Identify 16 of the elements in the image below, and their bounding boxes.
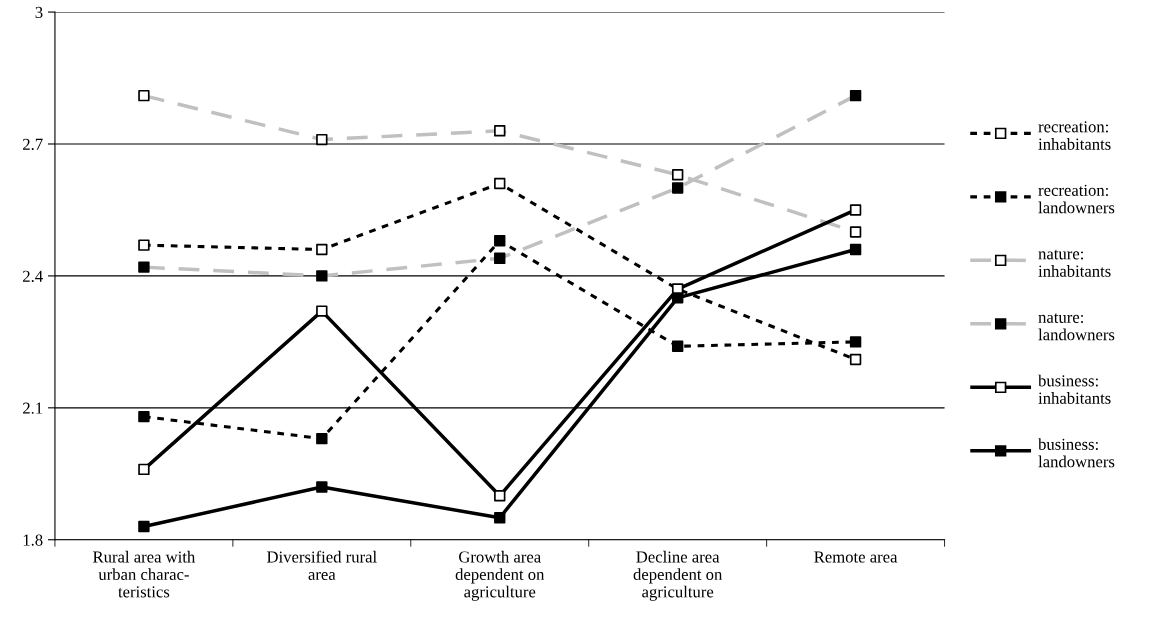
legend-label: business: landowners bbox=[1038, 438, 1115, 468]
x-tick-label: Remote area bbox=[814, 551, 898, 563]
y-tick-label: 2.7 bbox=[23, 138, 43, 151]
y-tick-label: 2.4 bbox=[23, 270, 43, 282]
y-tick-label: 1.8 bbox=[23, 534, 43, 546]
x-tick-label: Growth area dependent on agriculture bbox=[455, 550, 545, 601]
legend-label: recreation: landowners bbox=[1038, 184, 1115, 214]
x-tick-label: Decline area dependent on agriculture bbox=[633, 550, 723, 601]
y-tick-label: 2.1 bbox=[23, 402, 43, 414]
y-tick-label: 3 bbox=[35, 6, 43, 19]
legend-label: nature: inhabitants bbox=[1038, 249, 1111, 277]
legend-label: nature: landowners bbox=[1038, 313, 1115, 341]
x-tick-label: Rural area with urban charac- teristics bbox=[93, 550, 196, 598]
legend-label: business: inhabitants bbox=[1038, 374, 1111, 404]
legend-label: recreation: inhabitants bbox=[1038, 121, 1111, 150]
x-tick-label: Diversified rural area bbox=[267, 550, 377, 581]
